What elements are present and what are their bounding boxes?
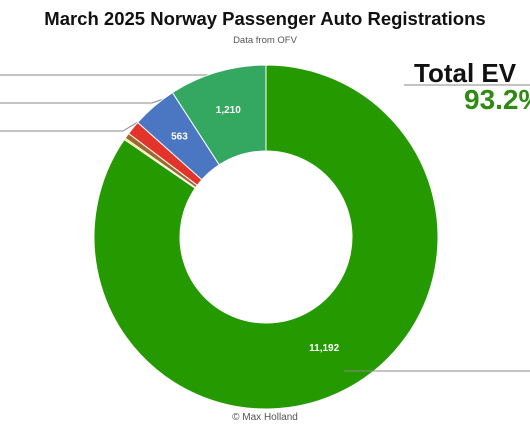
chart-subtitle: Data from OFV	[233, 35, 297, 46]
total-ev-label: Total EV	[414, 58, 517, 88]
donut-slice-6	[171, 64, 267, 166]
donut-slice-1	[93, 64, 439, 410]
slice-value-label-5: 563	[171, 131, 188, 142]
total-ev-value: 93.2%	[464, 84, 530, 115]
slice-value-label-1: 11,192	[309, 343, 339, 354]
chart-credit: © Max Holland	[232, 412, 298, 423]
chart-title: March 2025 Norway Passenger Auto Registr…	[44, 8, 486, 29]
slice-value-label-6: 1,210	[216, 105, 241, 116]
